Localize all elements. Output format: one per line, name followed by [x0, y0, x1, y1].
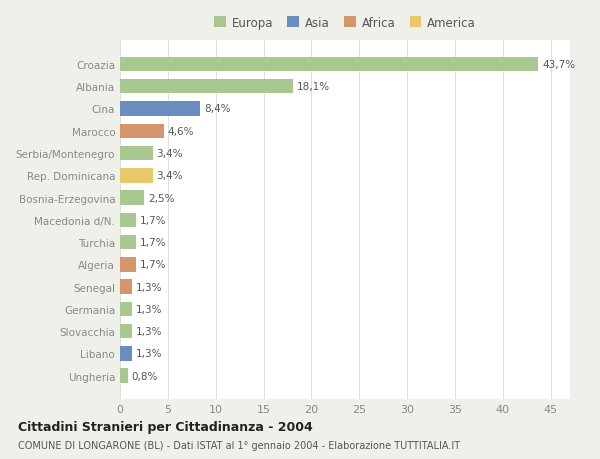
Text: 1,7%: 1,7% [140, 238, 167, 247]
Text: 3,4%: 3,4% [157, 149, 183, 159]
Bar [120, 369, 128, 383]
Bar [120, 57, 538, 72]
Bar [120, 191, 144, 205]
Text: 2,5%: 2,5% [148, 193, 174, 203]
Text: 1,3%: 1,3% [136, 326, 163, 336]
Text: 18,1%: 18,1% [297, 82, 330, 92]
Bar [120, 257, 136, 272]
Text: 1,3%: 1,3% [136, 349, 163, 358]
Bar [120, 235, 136, 250]
Text: 8,4%: 8,4% [204, 104, 231, 114]
Bar [120, 146, 152, 161]
Bar [120, 168, 152, 183]
Bar [120, 102, 200, 117]
Bar [120, 80, 293, 94]
Text: 43,7%: 43,7% [542, 60, 575, 70]
Bar [120, 302, 133, 316]
Text: 1,7%: 1,7% [140, 215, 167, 225]
Text: 1,3%: 1,3% [136, 304, 163, 314]
Bar [120, 347, 133, 361]
Bar [120, 124, 164, 139]
Text: COMUNE DI LONGARONE (BL) - Dati ISTAT al 1° gennaio 2004 - Elaborazione TUTTITAL: COMUNE DI LONGARONE (BL) - Dati ISTAT al… [18, 440, 460, 450]
Bar [120, 280, 133, 294]
Text: 1,7%: 1,7% [140, 260, 167, 270]
Text: 3,4%: 3,4% [157, 171, 183, 181]
Bar [120, 324, 133, 339]
Text: 1,3%: 1,3% [136, 282, 163, 292]
Legend: Europa, Asia, Africa, America: Europa, Asia, Africa, America [212, 14, 478, 32]
Text: 0,8%: 0,8% [131, 371, 158, 381]
Bar [120, 213, 136, 228]
Text: Cittadini Stranieri per Cittadinanza - 2004: Cittadini Stranieri per Cittadinanza - 2… [18, 420, 313, 433]
Text: 4,6%: 4,6% [168, 127, 194, 136]
